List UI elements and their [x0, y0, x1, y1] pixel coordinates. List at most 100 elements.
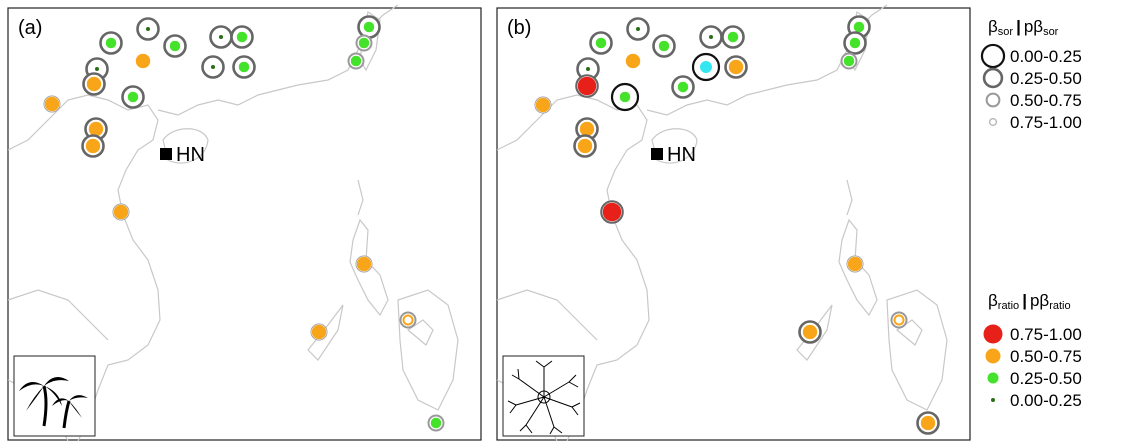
legend-label: 0.75-1.00: [1010, 325, 1082, 344]
site-point: [536, 98, 551, 113]
site-point: [136, 54, 151, 69]
point-fill: [580, 122, 595, 137]
legend-ring: [984, 69, 1002, 87]
site-point: [357, 36, 372, 51]
point-fill: [87, 77, 102, 92]
site-point: [602, 202, 623, 223]
point-fill: [45, 97, 60, 112]
point-fill: [895, 316, 904, 325]
site-point: [429, 416, 444, 431]
point-fill: [854, 22, 865, 33]
site-point: [848, 257, 863, 272]
point-fill: [404, 316, 413, 325]
legend-label: 0.25-0.50: [1010, 69, 1082, 88]
point-fill: [86, 139, 101, 154]
title-symbol: β: [988, 17, 998, 36]
point-fill: [95, 67, 99, 71]
site-point: [234, 57, 255, 78]
site-marker: [651, 148, 663, 160]
point-fill: [357, 257, 372, 272]
site-point: [359, 17, 380, 38]
site-label: HN: [667, 144, 696, 166]
legend-fill: [984, 325, 1003, 344]
point-fill: [921, 416, 936, 431]
site-point: [45, 97, 60, 112]
point-fill: [620, 92, 631, 103]
point-fill: [89, 122, 104, 137]
panel-a: (a) HN: [8, 5, 481, 441]
legend-title: βsor|pβsor: [988, 17, 1059, 38]
legend: βsor|pβsor βratio|pβratio 0.00-0.25 0.25-0.…: [982, 17, 1082, 410]
point-fill: [364, 22, 375, 33]
site-point: [203, 57, 224, 78]
site-label: HN: [176, 144, 205, 166]
site-point: [211, 27, 232, 48]
panel-label: (a): [18, 17, 42, 39]
title-separator: |: [1022, 291, 1027, 310]
site-point: [349, 54, 364, 69]
site-point: [138, 19, 159, 40]
site-point: [892, 313, 907, 328]
site-point: [701, 27, 722, 48]
legend-fill: [991, 398, 995, 402]
legend-ring: [990, 119, 997, 126]
site-point: [693, 54, 719, 80]
point-fill: [312, 325, 327, 340]
legend-label: 0.00-0.25: [1010, 391, 1082, 410]
point-fill: [128, 92, 139, 103]
site-point: [845, 33, 866, 54]
point-fill: [848, 257, 863, 272]
point-fill: [536, 98, 551, 113]
legend-label: 0.75-1.00: [1010, 113, 1082, 132]
legend-label: 0.50-0.75: [1010, 347, 1082, 366]
point-fill: [636, 27, 640, 31]
site-point: [800, 322, 821, 343]
site-point: [628, 19, 649, 40]
point-fill: [626, 54, 641, 69]
point-fill: [114, 205, 129, 220]
point-fill: [239, 62, 250, 73]
point-fill: [850, 38, 861, 49]
site-point: [723, 27, 744, 48]
point-fill: [170, 41, 181, 52]
site-point: [357, 257, 372, 272]
legend-label: 0.50-0.75: [1010, 91, 1082, 110]
point-fill: [728, 32, 739, 43]
site-point: [842, 54, 857, 69]
point-fill: [603, 203, 622, 222]
title-subscript: ratio: [998, 300, 1019, 312]
title-symbol: β: [988, 291, 998, 310]
point-fill: [359, 38, 370, 49]
point-fill: [431, 418, 442, 429]
site-point: [575, 136, 596, 157]
point-fill: [146, 27, 150, 31]
site-point: [612, 84, 638, 110]
title-subscript: sor: [998, 26, 1014, 38]
site-point: [232, 27, 253, 48]
legend-fill: [986, 349, 1001, 364]
point-fill: [578, 139, 593, 154]
point-fill: [596, 38, 607, 49]
site-point: [626, 54, 641, 69]
point-fill: [136, 54, 151, 69]
legend-label: 0.25-0.50: [1010, 369, 1082, 388]
point-fill: [700, 61, 712, 73]
point-fill: [844, 56, 855, 67]
title-subscript: sor: [1043, 26, 1059, 38]
site-point: [591, 33, 612, 54]
site-point: [165, 36, 186, 57]
point-fill: [106, 38, 117, 49]
point-fill: [211, 65, 215, 69]
legend-ring: [987, 94, 1000, 107]
legend-title: βratio|pβratio: [988, 291, 1071, 312]
title-subscript: ratio: [1049, 300, 1070, 312]
panel-label: (b): [507, 17, 531, 39]
point-fill: [586, 67, 590, 71]
point-fill: [709, 35, 713, 39]
point-fill: [578, 77, 597, 96]
point-fill: [729, 60, 744, 75]
point-fill: [678, 82, 689, 93]
panel-b: (b) HN: [497, 5, 970, 441]
figure: (a) HN (b) HN βsor|pβsor βratio|pβratio 0.…: [0, 0, 1143, 441]
site-point: [918, 413, 939, 434]
